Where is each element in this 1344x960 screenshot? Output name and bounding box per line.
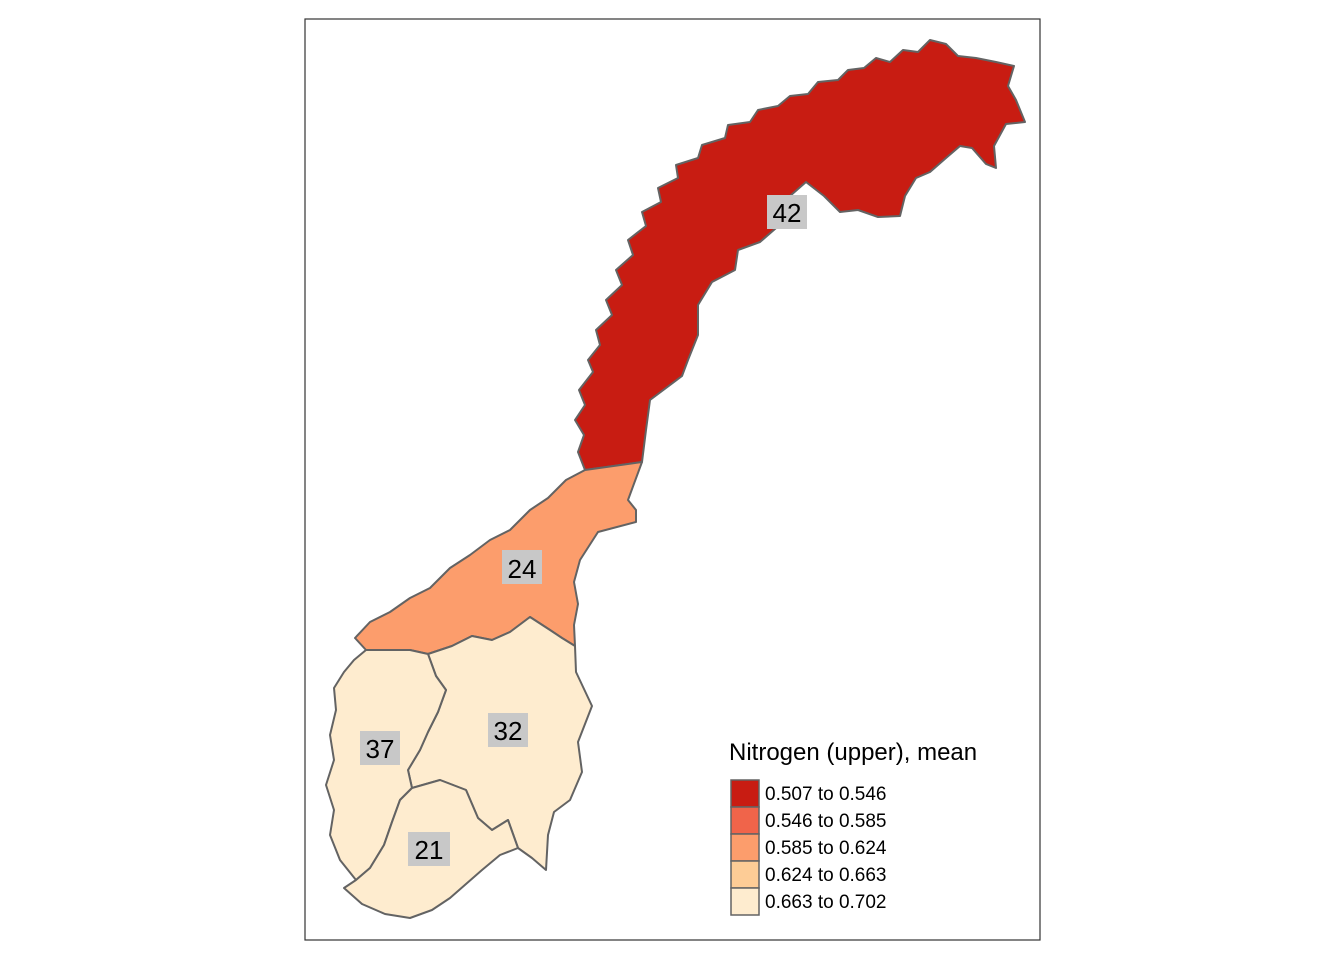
legend-swatch (730, 806, 760, 835)
legend-title: Nitrogen (upper), mean (729, 739, 977, 766)
region-label-central: 24 (502, 550, 542, 584)
region-label-west: 37 (360, 731, 400, 765)
region-count-central: 24 (508, 554, 537, 584)
region-count-west: 37 (366, 734, 395, 764)
region-count-north: 42 (773, 198, 802, 228)
legend-label: 0.585 to 0.624 (765, 838, 887, 859)
legend-item-4: 0.624 to 0.663 (730, 860, 887, 889)
legend-item-3: 0.585 to 0.624 (730, 833, 887, 862)
legend-label: 0.663 to 0.702 (765, 892, 887, 913)
region-label-north: 42 (767, 195, 807, 229)
legend-label: 0.546 to 0.585 (765, 811, 887, 832)
legend-swatch (730, 779, 760, 808)
legend-item-5: 0.663 to 0.702 (730, 887, 887, 916)
legend-swatch (730, 860, 760, 889)
legend-item-1: 0.507 to 0.546 (730, 779, 887, 808)
legend-label: 0.624 to 0.663 (765, 865, 887, 886)
label-box (408, 832, 450, 866)
legend: Nitrogen (upper), mean 0.507 to 0.546 0.… (729, 739, 977, 916)
label-box (502, 550, 542, 584)
label-box (488, 713, 528, 747)
legend-item-2: 0.546 to 0.585 (730, 806, 887, 835)
label-box (360, 731, 400, 765)
region-count-east: 32 (494, 716, 523, 746)
region-count-south: 21 (415, 835, 444, 865)
legend-swatch (730, 887, 760, 916)
legend-swatch (730, 833, 760, 862)
label-box (767, 195, 807, 229)
region-label-south: 21 (408, 832, 450, 866)
legend-label: 0.507 to 0.546 (765, 784, 887, 805)
region-label-east: 32 (488, 713, 528, 747)
region-count-labels: 42 24 32 37 21 (360, 195, 807, 866)
